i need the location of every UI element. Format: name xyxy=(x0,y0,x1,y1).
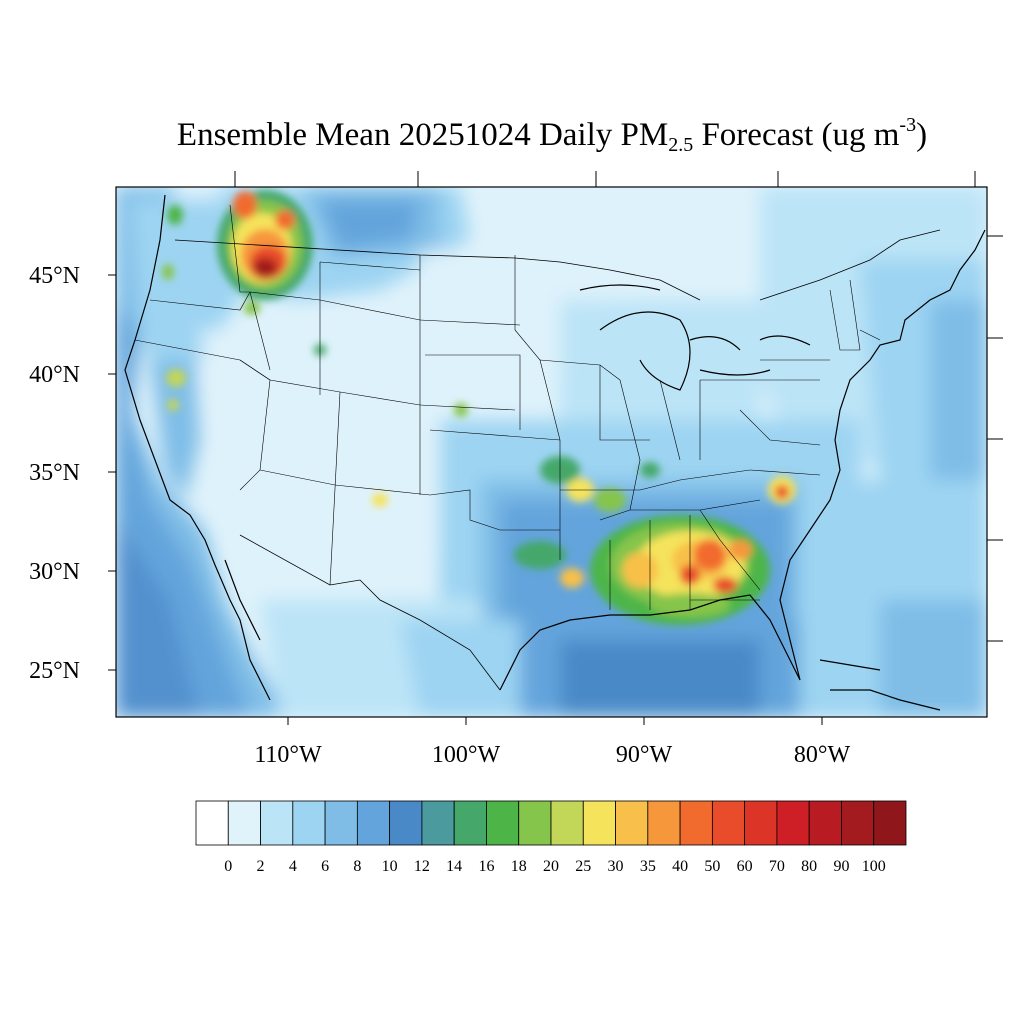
colorbar-swatch xyxy=(260,800,294,846)
country-borders xyxy=(174,229,941,691)
colorbar-swatch xyxy=(356,800,391,846)
colorbar-swatch xyxy=(421,800,455,846)
colorbar-swatch xyxy=(389,800,423,846)
coastlines xyxy=(124,194,986,711)
colorbar-swatch xyxy=(550,800,584,846)
colorbar: 0 2 4 6 8 10 12 14 16 18 20 25 30 35 40 50 60 70 80 90 100 xyxy=(195,800,907,875)
colorbar-swatch xyxy=(292,800,326,846)
colorbar-swatch xyxy=(841,800,875,846)
map-ticks xyxy=(108,171,1003,725)
map-title: Ensemble Mean 20251024 Daily PM2.5 Forec… xyxy=(0,114,1024,157)
colorbar-swatch xyxy=(873,800,907,846)
state-borders xyxy=(134,204,881,610)
colorbar-label: 8 xyxy=(353,858,361,875)
colorbar-swatch xyxy=(227,800,261,846)
lat-label-45: 45°N xyxy=(29,263,80,289)
colorbar-label: 70 xyxy=(769,858,785,875)
colorbar-swatch xyxy=(486,800,520,846)
concentration-field xyxy=(116,187,987,717)
colorbar-label: 20 xyxy=(543,858,559,875)
latitude-labels: 45°N 40°N 35°N 30°N 25°N xyxy=(29,263,80,684)
colorbar-swatch xyxy=(808,800,842,846)
map-frame xyxy=(115,186,988,718)
title-subscript: 2.5 xyxy=(668,134,694,156)
colorbar-label: 10 xyxy=(382,858,398,875)
lat-label-35: 35°N xyxy=(29,460,80,486)
lon-label-100w: 100°W xyxy=(432,742,501,768)
lat-label-25: 25°N xyxy=(29,658,80,684)
colorbar-swatch xyxy=(647,800,681,846)
colorbar-label: 35 xyxy=(640,858,656,875)
boundaries xyxy=(124,194,986,711)
colorbar-label: 6 xyxy=(321,858,329,875)
colorbar-label: 2 xyxy=(257,858,265,875)
title-end: ) xyxy=(916,117,928,153)
lat-label-30: 30°N xyxy=(29,559,80,585)
title-superscript: -3 xyxy=(899,114,917,136)
colorbar-label: 50 xyxy=(704,858,720,875)
colorbar-swatch xyxy=(776,800,810,846)
colorbar-swatch xyxy=(615,800,649,846)
lon-label-90w: 90°W xyxy=(616,742,673,768)
title-middle: Forecast (ug m xyxy=(693,117,900,153)
colorbar-label: 14 xyxy=(446,858,462,875)
colorbar-label: 0 xyxy=(224,858,232,875)
colorbar-swatch xyxy=(324,800,358,846)
colorbar-swatch xyxy=(679,800,713,846)
colorbar-label: 25 xyxy=(575,858,591,875)
colorbar-label: 12 xyxy=(414,858,430,875)
colorbar-swatch xyxy=(195,800,229,846)
colorbar-swatch xyxy=(744,800,778,846)
colorbar-label: 18 xyxy=(511,858,527,875)
lon-label-80w: 80°W xyxy=(794,742,851,768)
colorbar-swatch xyxy=(518,800,552,846)
colorbar-swatch xyxy=(711,800,746,846)
colorbar-label: 30 xyxy=(608,858,624,875)
colorbar-label: 100 xyxy=(862,858,886,875)
colorbar-label: 40 xyxy=(672,858,688,875)
colorbar-label: 4 xyxy=(289,858,297,875)
colorbar-label: 90 xyxy=(833,858,849,875)
colorbar-swatch xyxy=(582,800,616,846)
colorbar-label: 80 xyxy=(801,858,817,875)
colorbar-label: 60 xyxy=(737,858,753,875)
title-main: Ensemble Mean 20251024 Daily PM xyxy=(176,117,669,153)
lon-label-110w: 110°W xyxy=(254,742,322,768)
lat-label-40: 40°N xyxy=(29,362,80,388)
colorbar-swatch xyxy=(453,800,487,846)
longitude-labels: 110°W 100°W 90°W 80°W xyxy=(254,742,850,768)
colorbar-label: 16 xyxy=(478,858,494,875)
